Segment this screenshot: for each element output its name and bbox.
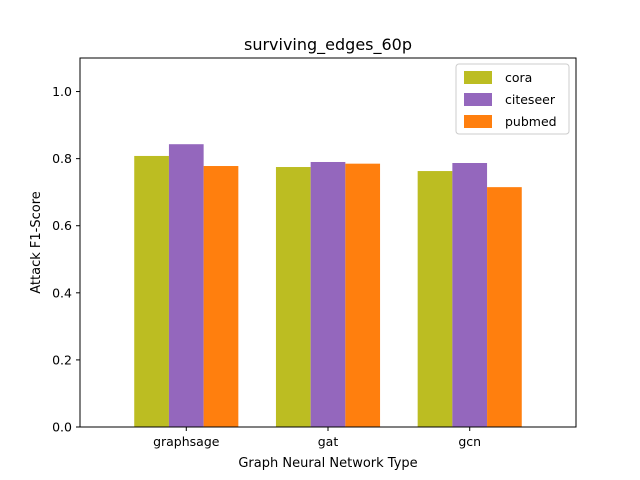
legend-label-pubmed: pubmed [505,114,557,129]
bars-group [134,144,522,428]
x-tick-label: graphsage [153,434,220,449]
y-tick-label: 0.8 [52,151,72,166]
y-tick-label: 1.0 [52,84,72,99]
bar-pubmed-gat [345,163,381,428]
legend-swatch-citeseer [464,93,492,106]
bar-cora-gcn [417,171,453,427]
x-tick-label: gat [318,434,339,449]
bar-citeseer-gcn [452,163,488,427]
x-tick-label: gcn [458,434,481,449]
legend-label-citeseer: citeseer [505,92,556,107]
y-tick-label: 0.0 [52,420,72,435]
y-tick-label: 0.4 [52,285,72,300]
legend-label-cora: cora [505,70,532,85]
legend-swatch-cora [464,71,492,84]
bar-cora-graphsage [134,155,169,427]
y-tick-label: 0.2 [52,352,72,367]
x-axis: graphsage gat gcn [153,427,481,449]
bar-cora-gat [275,167,311,427]
y-tick-label: 0.6 [52,218,72,233]
bar-citeseer-gat [310,161,346,428]
x-axis-label: Graph Neural Network Type [238,456,417,471]
chart-title: surviving_edges_60p [244,35,412,55]
bar-citeseer-graphsage [168,144,204,427]
legend: cora citeseer pubmed [455,63,570,135]
y-axis: 0.0 0.2 0.4 0.6 0.8 1.0 [52,84,80,435]
bar-pubmed-gcn [487,187,522,427]
bar-pubmed-graphsage [203,166,239,427]
y-axis-label: Attack F1-Score [29,191,44,293]
legend-swatch-pubmed [464,115,492,128]
